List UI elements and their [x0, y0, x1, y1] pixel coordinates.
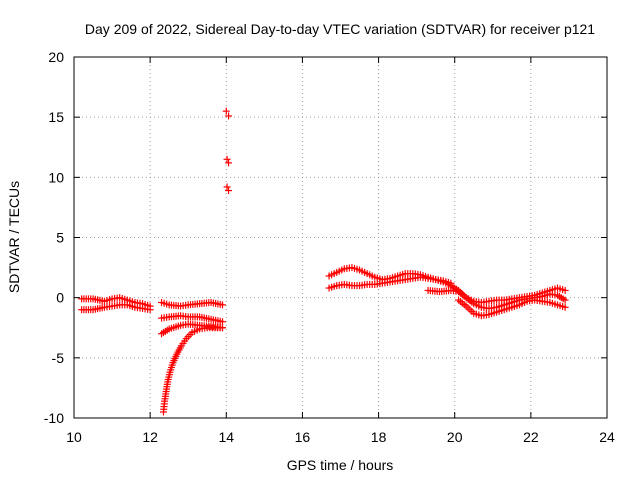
x-tick-label: 20	[447, 429, 463, 445]
y-tick-label: 15	[48, 109, 64, 125]
y-tick-label: -5	[52, 350, 65, 366]
tick-labels: 10 12 14 16 18 20 22 24 -10 -5 0 5 10 15 20	[44, 49, 615, 445]
data-point	[218, 301, 226, 309]
data-point	[225, 159, 233, 167]
y-tick-label: 20	[48, 49, 64, 65]
data-point	[218, 324, 226, 332]
data-point	[223, 155, 231, 163]
data-point	[222, 107, 230, 115]
data-points	[78, 107, 569, 416]
data-point	[223, 183, 231, 191]
y-tick-label: 10	[48, 169, 64, 185]
x-tick-label: 16	[295, 429, 311, 445]
y-tick-label: -10	[44, 410, 64, 426]
data-point	[225, 112, 233, 120]
x-tick-label: 12	[142, 429, 158, 445]
y-tick-label: 0	[56, 290, 64, 306]
grid-lines	[74, 57, 607, 418]
axis-ticks	[73, 56, 608, 419]
y-tick-label: 5	[56, 230, 64, 246]
data-point	[225, 187, 233, 195]
data-point	[218, 318, 226, 326]
x-tick-label: 18	[371, 429, 387, 445]
data-point	[561, 286, 569, 294]
data-point	[561, 303, 569, 311]
chart-title: Day 209 of 2022, Sidereal Day-to-day VTE…	[85, 21, 595, 37]
x-tick-label: 24	[599, 429, 615, 445]
x-tick-label: 10	[66, 429, 82, 445]
x-axis-label: GPS time / hours	[287, 457, 394, 473]
x-tick-label: 14	[218, 429, 234, 445]
plot-frame	[73, 56, 608, 419]
x-tick-label: 22	[523, 429, 539, 445]
data-point	[561, 296, 569, 304]
data-point	[146, 306, 154, 314]
y-axis-label: SDTVAR / TECUs	[6, 181, 22, 293]
